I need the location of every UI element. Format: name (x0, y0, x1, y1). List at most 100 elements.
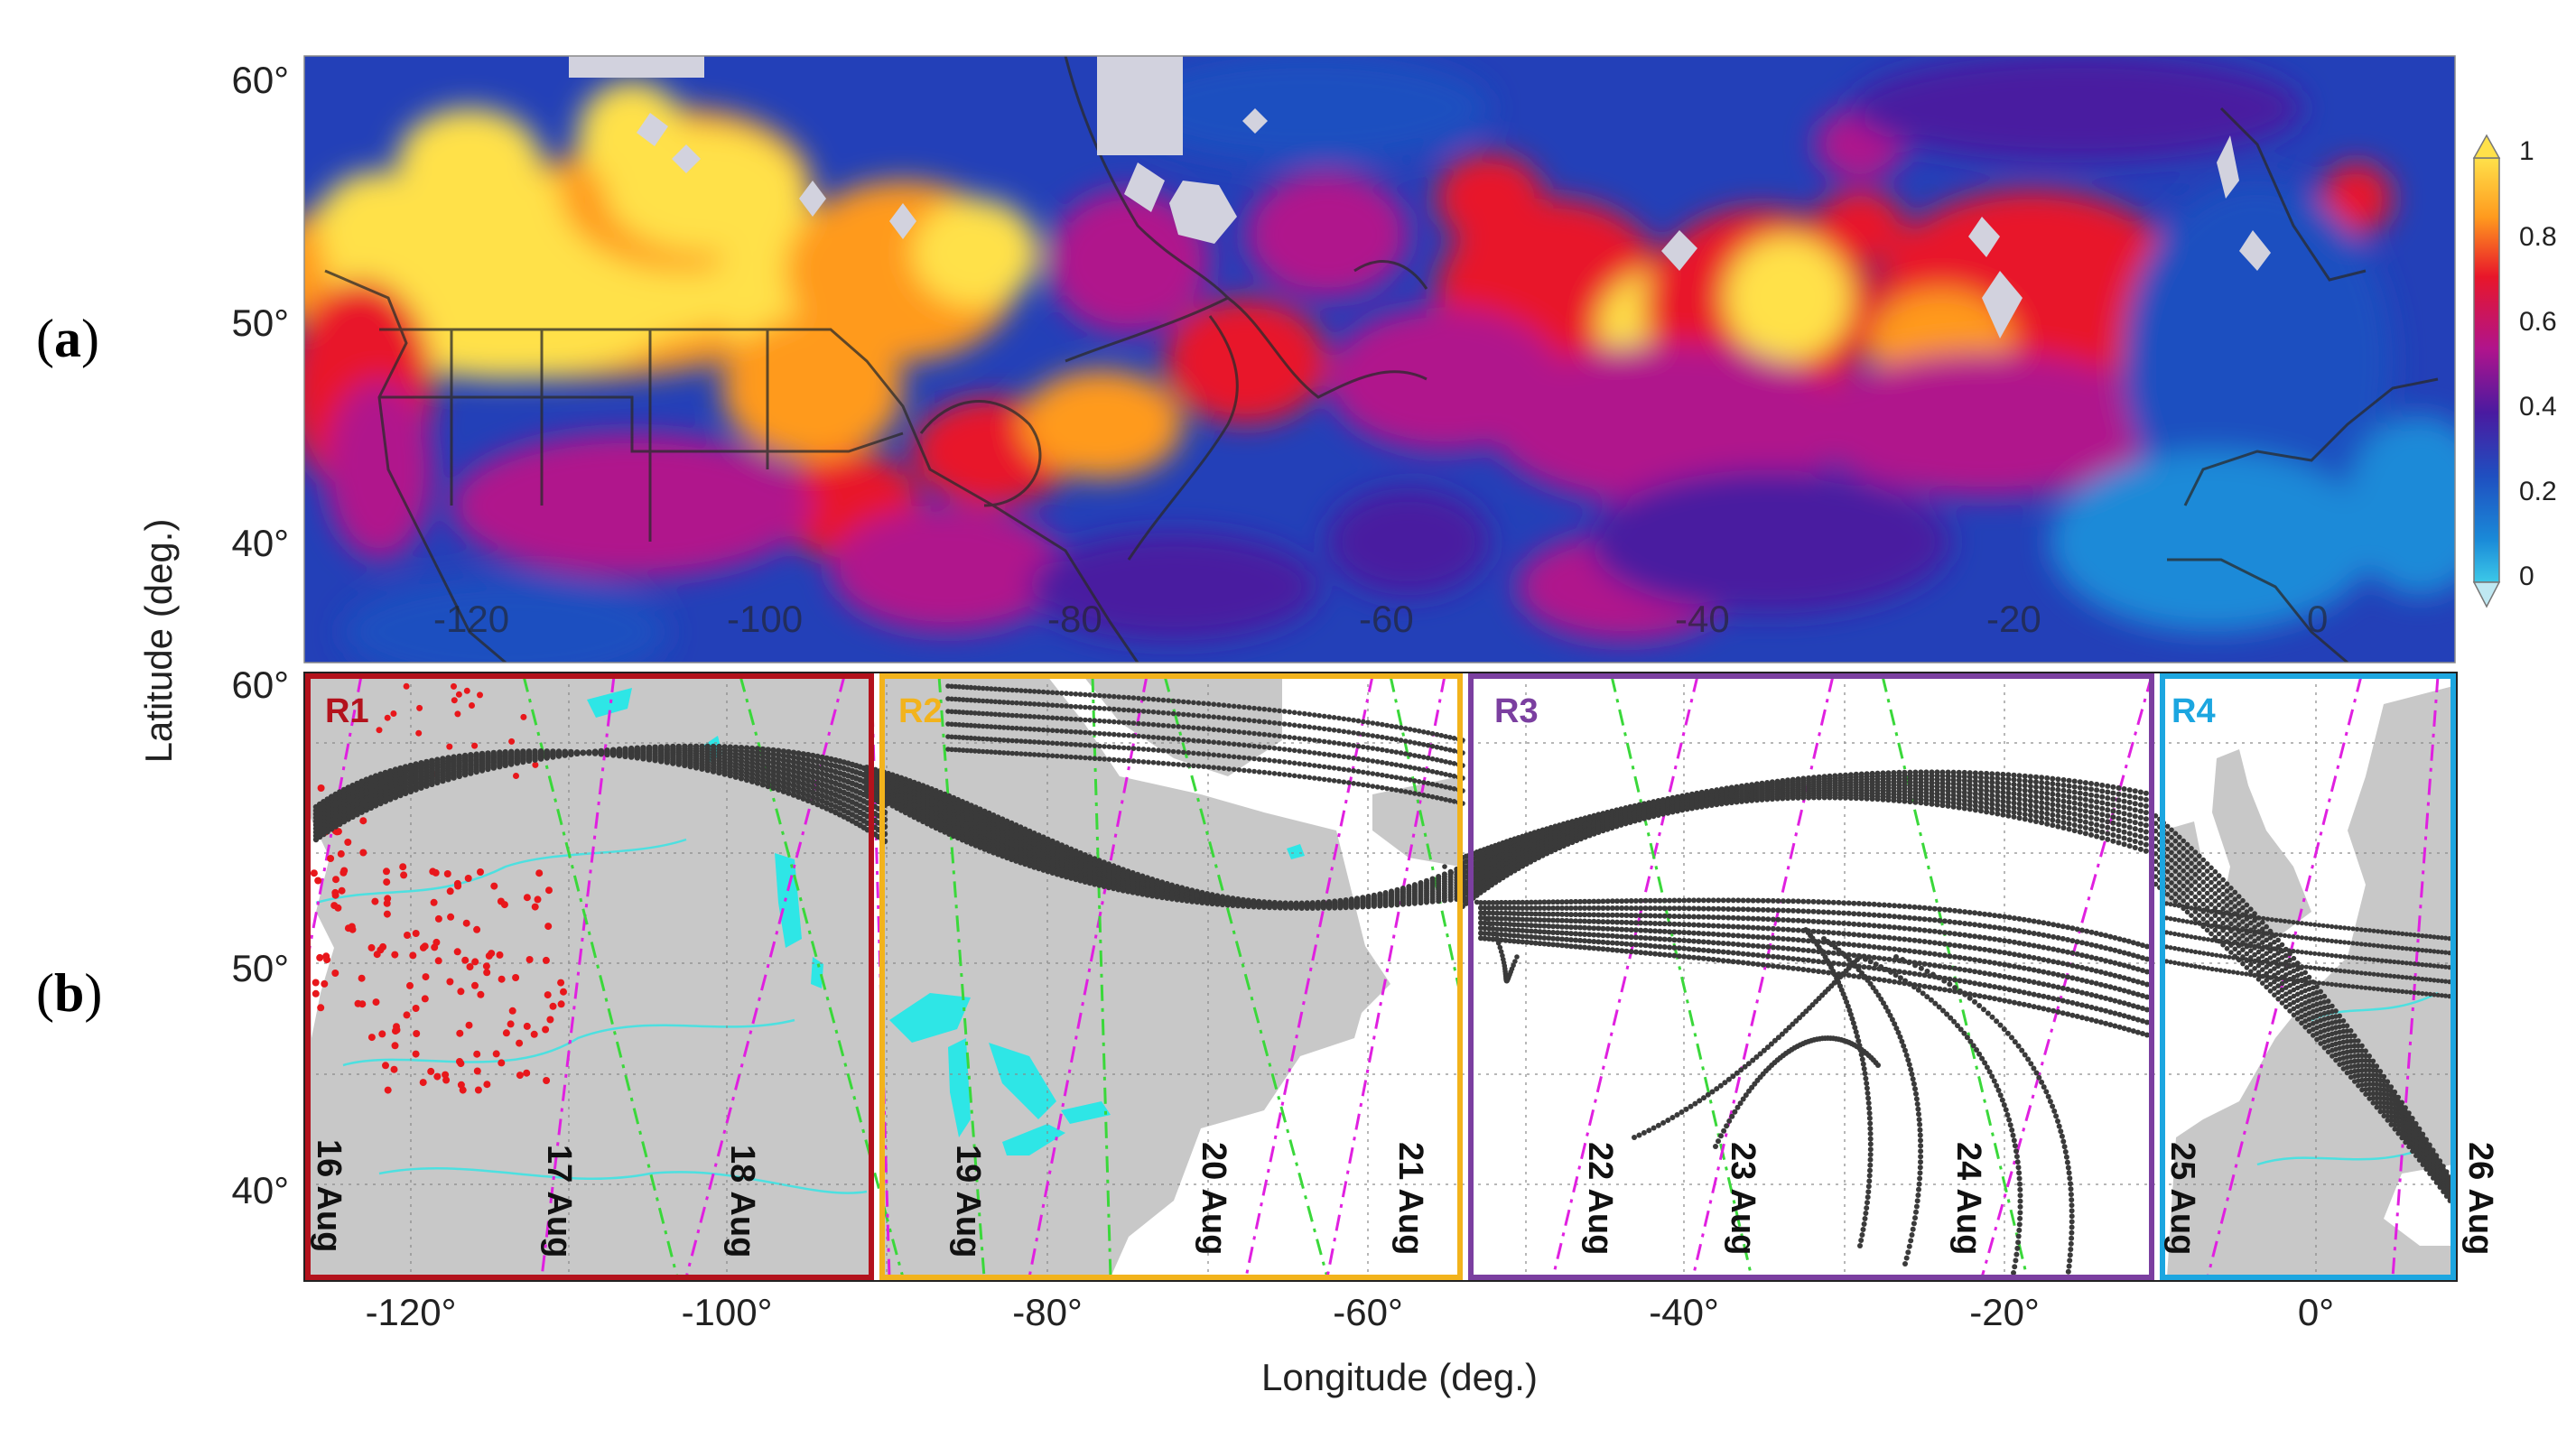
trajectory-point (573, 749, 581, 756)
trajectory-point (1170, 723, 1176, 729)
trajectory-point (2121, 798, 2127, 804)
trajectory-point (1199, 900, 1205, 905)
trajectory-point (976, 698, 981, 703)
trajectory-point (1384, 785, 1390, 792)
heat-blob (1020, 370, 1183, 478)
trajectory-point (1231, 754, 1237, 760)
trajectory-point (814, 758, 821, 766)
lat-tick-a-40: 40° (231, 522, 289, 564)
trajectory-point (819, 787, 825, 793)
fire-point (483, 969, 491, 977)
fire-point (403, 682, 410, 690)
trajectory-point (2027, 788, 2033, 794)
trajectory-point (1170, 748, 1176, 755)
trajectory-point (1967, 806, 1973, 812)
trajectory-point (1400, 901, 1406, 907)
fire-point (477, 990, 485, 998)
trajectory-point (1240, 903, 1246, 909)
fire-point (390, 710, 397, 717)
trajectory-point (804, 751, 812, 758)
trajectory-point (1036, 866, 1042, 872)
trajectory-point (1716, 897, 1722, 904)
trajectory-point (804, 762, 812, 768)
trajectory-point (1073, 742, 1079, 747)
trajectory-point (976, 736, 981, 741)
trajectory-point (1018, 701, 1024, 706)
trajectory-point (2033, 784, 2039, 790)
trajectory-point (1451, 736, 1457, 741)
trajectory-point (2033, 819, 2039, 824)
trajectory-point (1429, 756, 1436, 762)
trajectory-point (1393, 737, 1400, 742)
trajectory-point (1361, 731, 1366, 738)
trajectory-point (1226, 728, 1232, 734)
trajectory-point (1398, 750, 1404, 756)
trajectory-point (1365, 719, 1371, 725)
trajectory-point (828, 790, 834, 796)
heat-blob (343, 578, 668, 663)
trajectory-point (2077, 807, 2083, 812)
trajectory-point (980, 698, 986, 704)
satellite-track (540, 675, 616, 1278)
satellite-track (937, 675, 986, 1278)
trajectory-point (1031, 689, 1037, 694)
trajectory-point (1136, 758, 1141, 765)
trajectory-point (1194, 899, 1200, 905)
trajectory-point (1749, 797, 1755, 803)
trajectory-point (445, 755, 451, 761)
trajectory-point (1221, 753, 1227, 758)
trajectory-point (790, 758, 797, 766)
trajectory-point (2094, 833, 2100, 840)
trajectory-point (1858, 795, 1865, 802)
trajectory-point (2060, 793, 2067, 799)
trajectory-point (1156, 710, 1161, 715)
trajectory-point (1735, 897, 1742, 904)
trajectory-point (1201, 738, 1206, 744)
trajectory-point (953, 747, 959, 753)
trajectory-point (1402, 776, 1409, 782)
trajectory-point (1186, 763, 1192, 768)
trajectory-point (1646, 814, 1652, 821)
trajectory-point (1425, 767, 1431, 774)
trajectory-point (1406, 901, 1412, 907)
trajectory-point (776, 747, 782, 754)
trajectory-point (1181, 699, 1186, 705)
trajectory-point (828, 756, 834, 763)
trajectory-point (2094, 799, 2100, 805)
trajectory-point (1341, 716, 1347, 722)
satellite-track (1163, 675, 1329, 1278)
trajectory-point (898, 807, 905, 813)
trajectory-point (2071, 816, 2078, 822)
trajectory-point (1945, 784, 1951, 791)
fire-point (508, 738, 516, 745)
trajectory-point (1689, 805, 1695, 812)
trajectory-point (622, 753, 628, 759)
trajectory-point (1083, 755, 1088, 761)
trajectory-point (1256, 706, 1262, 711)
trajectory-point (1077, 755, 1083, 760)
trajectory-point (490, 749, 497, 756)
trajectory-point (1320, 905, 1326, 911)
trajectory-point (956, 735, 963, 740)
trajectory-point (555, 748, 563, 755)
trajectory-point (1082, 879, 1088, 885)
trajectory-point (2126, 805, 2133, 812)
trajectory-point (1686, 897, 1692, 904)
trajectory-point (550, 748, 556, 755)
trajectory-point (1231, 766, 1237, 773)
trajectory-point (1665, 810, 1671, 816)
fire-point (453, 948, 461, 956)
trajectory-point (1130, 746, 1137, 751)
trajectory-point (889, 803, 896, 809)
trajectory-point (2099, 817, 2106, 823)
trajectory-point (1176, 762, 1181, 767)
trajectory-point (1005, 738, 1011, 743)
trajectory-point (1027, 713, 1033, 719)
trajectory-point (984, 685, 990, 691)
trajectory-point (1978, 775, 1984, 781)
fire-point (384, 1086, 392, 1094)
trajectory-point (1393, 775, 1400, 780)
trajectory-point (1102, 731, 1107, 737)
trajectory-point (1447, 747, 1453, 753)
trajectory-point (1281, 734, 1288, 739)
